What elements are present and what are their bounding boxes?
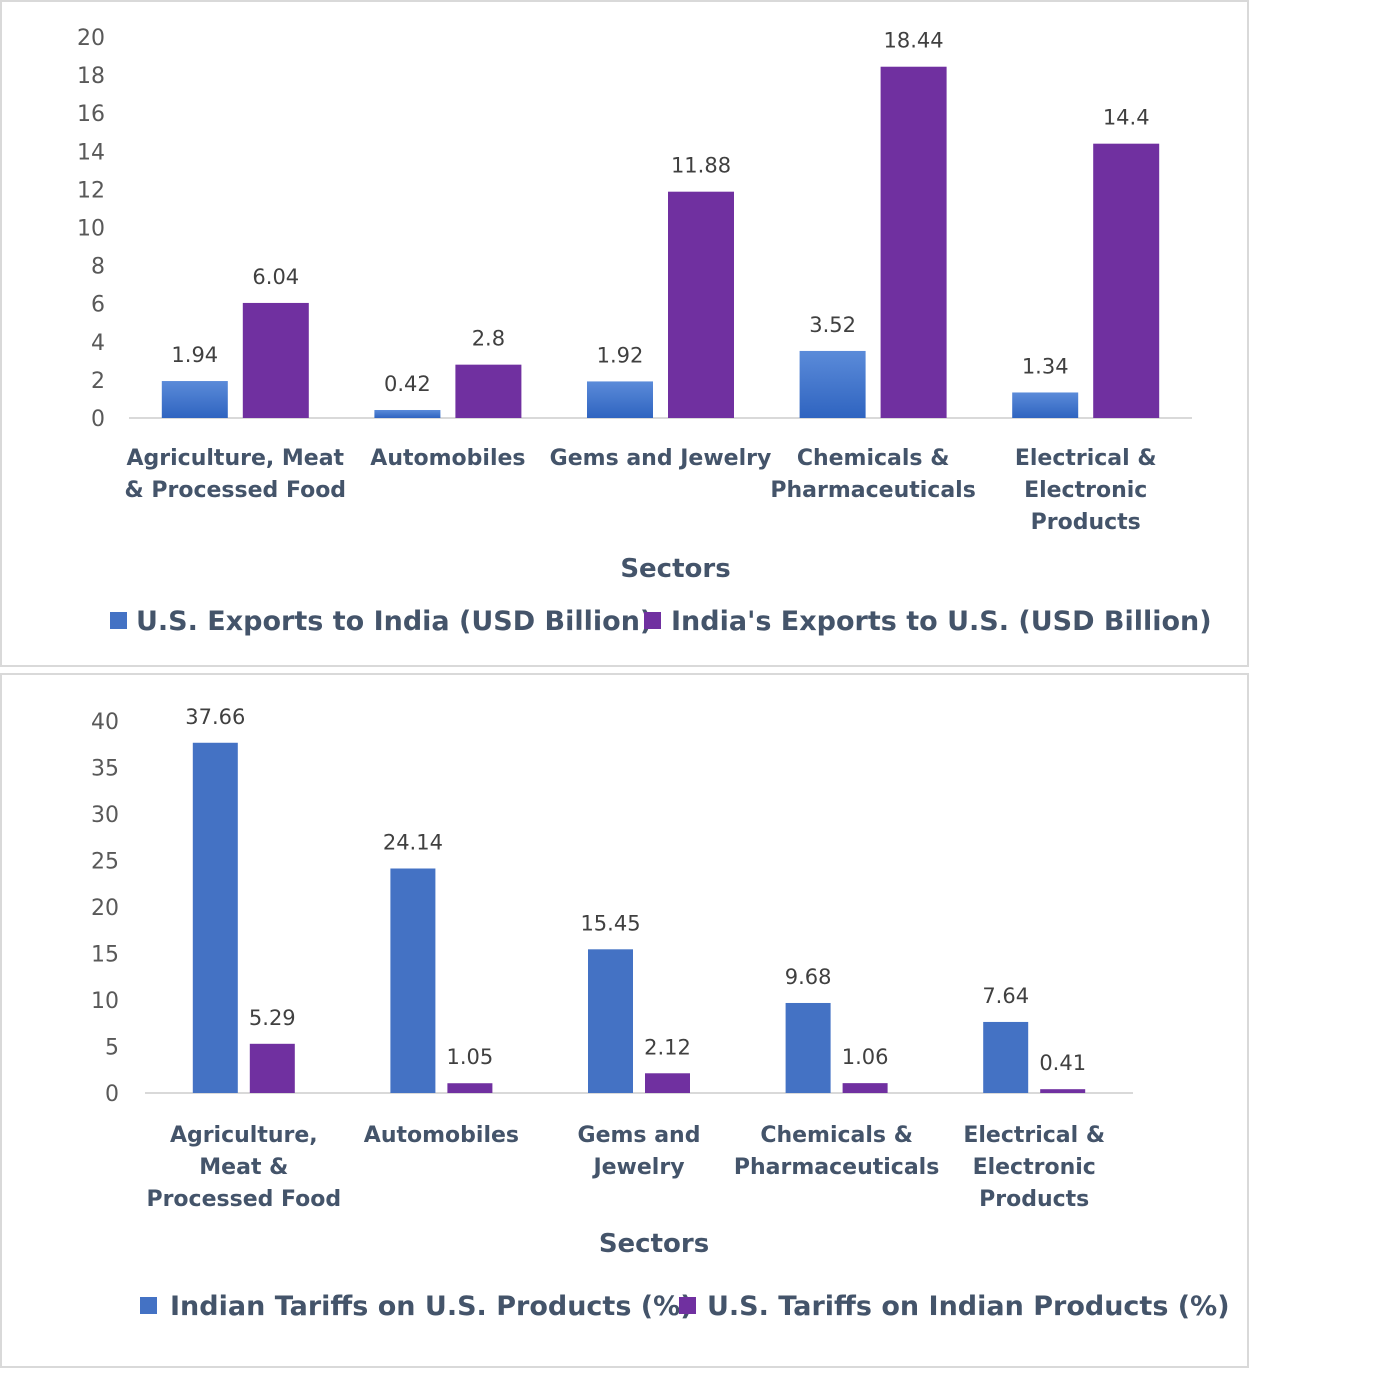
category-label: & Processed Food <box>125 478 347 503</box>
legend-label: Indian Tariffs on U.S. Products (%) <box>170 1291 693 1322</box>
data-label: 1.92 <box>597 343 644 367</box>
category-label: Electronic <box>973 1155 1096 1180</box>
category-label: Gems and <box>578 1123 701 1148</box>
bar <box>588 949 633 1093</box>
bar <box>842 1083 888 1093</box>
y-tick-label: 14 <box>77 140 105 165</box>
bar <box>983 1021 1029 1093</box>
legend-swatch <box>644 612 661 629</box>
bar <box>455 364 522 418</box>
data-label: 3.52 <box>809 313 856 337</box>
category-label: Automobiles <box>370 446 525 471</box>
bar <box>447 1083 493 1093</box>
y-tick-label: 16 <box>77 102 105 127</box>
category-label: Products <box>979 1187 1089 1212</box>
data-label: 1.94 <box>171 343 218 367</box>
data-label: 0.42 <box>384 372 431 396</box>
data-label: 0.41 <box>1039 1051 1086 1075</box>
y-tick-label: 12 <box>77 178 105 203</box>
bar <box>161 381 228 418</box>
data-label: 1.05 <box>447 1045 494 1069</box>
y-tick-label: 35 <box>91 757 119 782</box>
chart-panel-exports: 0 2 4 6 8 10 12 14 16 18 20 1.94 6.04 Agriculture, Me… <box>0 0 1249 667</box>
y-tick-label: 10 <box>77 217 105 242</box>
y-tick-label: 4 <box>91 331 105 356</box>
data-label: 2.8 <box>472 327 505 351</box>
category-label: Electrical & <box>1015 446 1157 471</box>
x-axis-title: Sectors <box>599 1229 709 1259</box>
data-label: 2.12 <box>644 1035 691 1059</box>
chart-panel-tariffs: 0 5 10 15 20 25 30 35 40 37.66 5.29 Agriculture, Mea… <box>0 673 1249 1368</box>
category-label: Chemicals & <box>797 446 950 471</box>
bar <box>880 66 947 418</box>
y-tick-label: 20 <box>91 896 119 921</box>
category-label: Pharmaceuticals <box>770 478 975 503</box>
bar <box>1093 143 1160 418</box>
bar <box>1012 392 1079 418</box>
data-label: 14.4 <box>1103 106 1150 130</box>
y-tick-label: 2 <box>91 369 105 394</box>
legend-swatch <box>140 1297 157 1314</box>
legend-label: U.S. Exports to India (USD Billion) <box>136 606 652 637</box>
data-label: 6.04 <box>252 265 299 289</box>
legend-swatch <box>110 612 127 629</box>
y-tick-label: 8 <box>91 255 105 280</box>
y-tick-label: 10 <box>91 989 119 1014</box>
bar <box>249 1043 295 1093</box>
bar <box>645 1073 690 1093</box>
data-label: 5.29 <box>249 1006 296 1030</box>
data-label: 9.68 <box>785 965 832 989</box>
data-label: 24.14 <box>383 830 443 854</box>
category-label: Chemicals & <box>760 1123 913 1148</box>
y-tick-label: 6 <box>91 293 105 318</box>
bar <box>1040 1089 1086 1093</box>
legend-label: India's Exports to U.S. (USD Billion) <box>671 606 1212 637</box>
bar <box>785 1002 831 1093</box>
tariffs-chart: 0 5 10 15 20 25 30 35 40 37.66 5.29 Agriculture, Mea… <box>91 705 1230 1322</box>
category-label: Electrical & <box>963 1123 1105 1148</box>
data-label: 7.64 <box>982 984 1029 1008</box>
data-label: 15.45 <box>580 911 640 935</box>
data-label: 1.06 <box>842 1045 889 1069</box>
data-label: 1.34 <box>1022 354 1069 378</box>
legend-swatch <box>679 1297 696 1314</box>
y-tick-label: 40 <box>91 710 119 735</box>
y-tick-label: 25 <box>91 850 119 875</box>
y-tick-label: 30 <box>91 803 119 828</box>
bar <box>192 742 238 1093</box>
y-tick-label: 5 <box>105 1036 119 1061</box>
y-tick-label: 0 <box>105 1082 119 1107</box>
bar <box>390 868 436 1093</box>
y-tick-label: 15 <box>91 943 119 968</box>
data-label: 37.66 <box>185 705 245 729</box>
category-label: Jewelry <box>591 1155 684 1180</box>
bar <box>242 302 309 418</box>
category-label: Products <box>1031 510 1141 535</box>
x-axis-title: Sectors <box>620 554 730 584</box>
category-label: Gems and Jewelry <box>550 446 772 471</box>
data-label: 11.88 <box>671 154 731 178</box>
bar <box>374 409 441 418</box>
category-label: Electronic <box>1024 478 1147 503</box>
y-tick-label: 20 <box>77 26 105 51</box>
bar <box>587 381 653 418</box>
category-label: Automobiles <box>364 1123 519 1148</box>
exports-chart: 0 2 4 6 8 10 12 14 16 18 20 1.94 6.04 Agriculture, Me… <box>77 26 1212 637</box>
category-label: Agriculture, <box>170 1123 318 1148</box>
bar <box>668 191 734 418</box>
data-label: 18.44 <box>884 29 944 53</box>
category-label: Meat & <box>199 1155 288 1180</box>
legend-label: U.S. Tariffs on Indian Products (%) <box>707 1291 1230 1322</box>
category-label: Processed Food <box>146 1187 341 1212</box>
bar <box>799 350 866 418</box>
y-tick-label: 18 <box>77 64 105 89</box>
category-label: Agriculture, Meat <box>127 446 345 471</box>
category-label: Pharmaceuticals <box>734 1155 939 1180</box>
y-tick-label: 0 <box>91 407 105 432</box>
